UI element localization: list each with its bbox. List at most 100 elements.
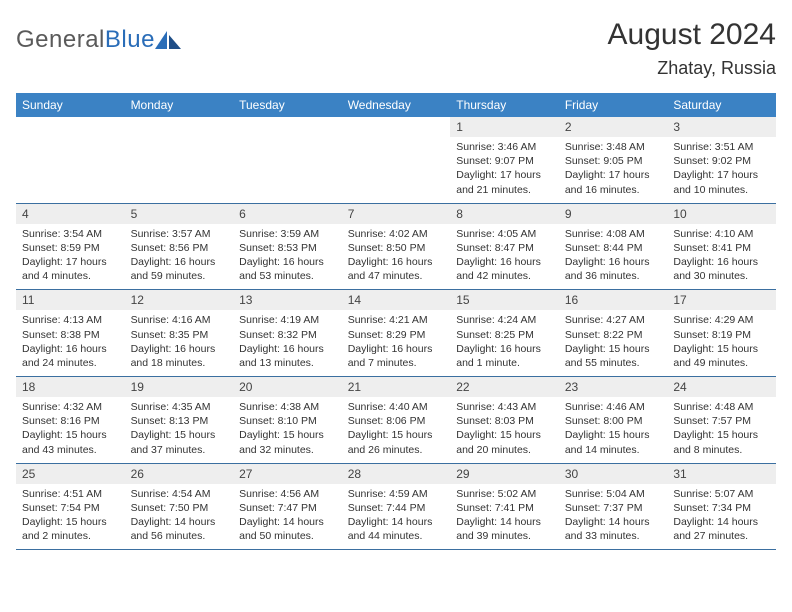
day-detail-line: Daylight: 16 hours bbox=[456, 342, 553, 356]
day-details: Sunrise: 3:59 AMSunset: 8:53 PMDaylight:… bbox=[233, 224, 342, 290]
day-detail-line: Daylight: 14 hours bbox=[565, 515, 662, 529]
day-detail-line: Daylight: 16 hours bbox=[131, 255, 228, 269]
day-number: 9 bbox=[559, 204, 668, 224]
day-detail-line: Daylight: 16 hours bbox=[239, 255, 336, 269]
day-detail-line: Sunrise: 4:02 AM bbox=[348, 227, 445, 241]
calendar-cell: 4Sunrise: 3:54 AMSunset: 8:59 PMDaylight… bbox=[16, 203, 125, 290]
day-detail-line: Sunset: 8:32 PM bbox=[239, 328, 336, 342]
day-number: 28 bbox=[342, 464, 451, 484]
day-detail-line: Daylight: 17 hours bbox=[673, 168, 770, 182]
day-detail-line: and 49 minutes. bbox=[673, 356, 770, 370]
day-number: 17 bbox=[667, 290, 776, 310]
calendar-cell bbox=[125, 117, 234, 203]
calendar-cell: 16Sunrise: 4:27 AMSunset: 8:22 PMDayligh… bbox=[559, 290, 668, 377]
day-details: Sunrise: 3:57 AMSunset: 8:56 PMDaylight:… bbox=[125, 224, 234, 290]
day-detail-line: and 42 minutes. bbox=[456, 269, 553, 283]
location-label: Zhatay, Russia bbox=[608, 58, 776, 79]
day-detail-line: Sunrise: 4:51 AM bbox=[22, 487, 119, 501]
day-detail-line: Sunset: 9:02 PM bbox=[673, 154, 770, 168]
calendar-cell: 11Sunrise: 4:13 AMSunset: 8:38 PMDayligh… bbox=[16, 290, 125, 377]
calendar-cell: 6Sunrise: 3:59 AMSunset: 8:53 PMDaylight… bbox=[233, 203, 342, 290]
day-details: Sunrise: 5:07 AMSunset: 7:34 PMDaylight:… bbox=[667, 484, 776, 550]
week-row: 1Sunrise: 3:46 AMSunset: 9:07 PMDaylight… bbox=[16, 117, 776, 203]
day-detail-line: Daylight: 15 hours bbox=[565, 428, 662, 442]
day-details: Sunrise: 3:54 AMSunset: 8:59 PMDaylight:… bbox=[16, 224, 125, 290]
day-detail-line: Daylight: 16 hours bbox=[131, 342, 228, 356]
calendar-cell: 14Sunrise: 4:21 AMSunset: 8:29 PMDayligh… bbox=[342, 290, 451, 377]
calendar-cell: 27Sunrise: 4:56 AMSunset: 7:47 PMDayligh… bbox=[233, 463, 342, 550]
day-detail-line: Sunset: 7:37 PM bbox=[565, 501, 662, 515]
day-detail-line: Sunrise: 4:21 AM bbox=[348, 313, 445, 327]
day-detail-line: and 50 minutes. bbox=[239, 529, 336, 543]
calendar-cell: 19Sunrise: 4:35 AMSunset: 8:13 PMDayligh… bbox=[125, 377, 234, 464]
day-of-week-header: Wednesday bbox=[342, 93, 451, 117]
day-number: 29 bbox=[450, 464, 559, 484]
day-detail-line: and 14 minutes. bbox=[565, 443, 662, 457]
day-number: 12 bbox=[125, 290, 234, 310]
day-detail-line: Daylight: 15 hours bbox=[673, 428, 770, 442]
day-detail-line: Sunset: 8:25 PM bbox=[456, 328, 553, 342]
day-detail-line: and 53 minutes. bbox=[239, 269, 336, 283]
day-detail-line: Sunrise: 4:40 AM bbox=[348, 400, 445, 414]
day-number: 8 bbox=[450, 204, 559, 224]
day-detail-line: Daylight: 15 hours bbox=[22, 428, 119, 442]
calendar-cell: 31Sunrise: 5:07 AMSunset: 7:34 PMDayligh… bbox=[667, 463, 776, 550]
day-number: 27 bbox=[233, 464, 342, 484]
day-number: 3 bbox=[667, 117, 776, 137]
calendar-cell bbox=[16, 117, 125, 203]
day-number: 7 bbox=[342, 204, 451, 224]
day-number: 25 bbox=[16, 464, 125, 484]
day-detail-line: and 8 minutes. bbox=[673, 443, 770, 457]
day-detail-line: Daylight: 15 hours bbox=[673, 342, 770, 356]
day-detail-line: Sunrise: 5:04 AM bbox=[565, 487, 662, 501]
day-detail-line: and 1 minute. bbox=[456, 356, 553, 370]
day-detail-line: Sunset: 8:29 PM bbox=[348, 328, 445, 342]
day-detail-line: Daylight: 16 hours bbox=[348, 342, 445, 356]
day-detail-line: and 39 minutes. bbox=[456, 529, 553, 543]
day-detail-line: and 56 minutes. bbox=[131, 529, 228, 543]
day-number: 31 bbox=[667, 464, 776, 484]
calendar-cell: 20Sunrise: 4:38 AMSunset: 8:10 PMDayligh… bbox=[233, 377, 342, 464]
sail-icon bbox=[155, 29, 183, 51]
calendar-cell: 17Sunrise: 4:29 AMSunset: 8:19 PMDayligh… bbox=[667, 290, 776, 377]
day-number: 21 bbox=[342, 377, 451, 397]
day-details: Sunrise: 4:29 AMSunset: 8:19 PMDaylight:… bbox=[667, 310, 776, 376]
day-detail-line: Daylight: 16 hours bbox=[673, 255, 770, 269]
day-of-week-header: Friday bbox=[559, 93, 668, 117]
day-details bbox=[233, 123, 342, 183]
day-details: Sunrise: 3:51 AMSunset: 9:02 PMDaylight:… bbox=[667, 137, 776, 203]
day-detail-line: Sunrise: 4:54 AM bbox=[131, 487, 228, 501]
day-detail-line: Sunrise: 4:05 AM bbox=[456, 227, 553, 241]
day-details bbox=[125, 123, 234, 183]
day-detail-line: Daylight: 16 hours bbox=[565, 255, 662, 269]
day-number: 4 bbox=[16, 204, 125, 224]
day-detail-line: Daylight: 17 hours bbox=[456, 168, 553, 182]
day-detail-line: Sunrise: 3:51 AM bbox=[673, 140, 770, 154]
day-detail-line: Sunrise: 4:13 AM bbox=[22, 313, 119, 327]
day-detail-line: and 36 minutes. bbox=[565, 269, 662, 283]
day-detail-line: Sunrise: 5:07 AM bbox=[673, 487, 770, 501]
day-detail-line: Sunset: 7:34 PM bbox=[673, 501, 770, 515]
day-detail-line: and 26 minutes. bbox=[348, 443, 445, 457]
logo-text: GeneralBlue bbox=[16, 26, 155, 54]
day-details: Sunrise: 4:10 AMSunset: 8:41 PMDaylight:… bbox=[667, 224, 776, 290]
day-number: 13 bbox=[233, 290, 342, 310]
day-detail-line: Daylight: 14 hours bbox=[239, 515, 336, 529]
day-details: Sunrise: 4:46 AMSunset: 8:00 PMDaylight:… bbox=[559, 397, 668, 463]
day-details: Sunrise: 4:08 AMSunset: 8:44 PMDaylight:… bbox=[559, 224, 668, 290]
day-number: 1 bbox=[450, 117, 559, 137]
calendar-cell: 25Sunrise: 4:51 AMSunset: 7:54 PMDayligh… bbox=[16, 463, 125, 550]
day-detail-line: Sunset: 8:59 PM bbox=[22, 241, 119, 255]
day-details: Sunrise: 4:32 AMSunset: 8:16 PMDaylight:… bbox=[16, 397, 125, 463]
calendar-cell bbox=[342, 117, 451, 203]
day-detail-line: Sunrise: 3:57 AM bbox=[131, 227, 228, 241]
day-detail-line: Sunset: 8:06 PM bbox=[348, 414, 445, 428]
day-detail-line: Sunrise: 4:43 AM bbox=[456, 400, 553, 414]
day-detail-line: Sunset: 8:50 PM bbox=[348, 241, 445, 255]
day-detail-line: Sunrise: 4:35 AM bbox=[131, 400, 228, 414]
day-number: 22 bbox=[450, 377, 559, 397]
day-detail-line: Daylight: 17 hours bbox=[565, 168, 662, 182]
day-detail-line: Daylight: 14 hours bbox=[348, 515, 445, 529]
day-detail-line: and 7 minutes. bbox=[348, 356, 445, 370]
day-details: Sunrise: 3:46 AMSunset: 9:07 PMDaylight:… bbox=[450, 137, 559, 203]
